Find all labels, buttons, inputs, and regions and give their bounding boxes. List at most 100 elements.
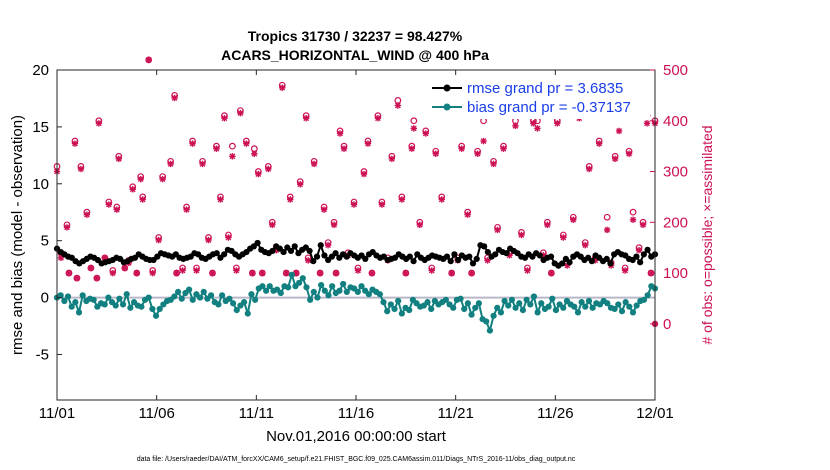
rmse-point	[603, 255, 610, 262]
obs-assimilated-stroke	[297, 181, 304, 188]
rmse-point	[332, 250, 339, 257]
obs-assimilated-point	[279, 84, 286, 91]
footer-data-file: data file: /Users/raeder/DAI/ATM_forcXX/…	[137, 456, 576, 463]
obs-assimilated-stroke	[394, 102, 401, 109]
obs-assimilated-stroke	[474, 150, 481, 157]
x-tick-label: 11/06	[138, 405, 174, 422]
chart-title-line2: ACARS_HORIZONTAL_WIND @ 400 hPa	[221, 47, 489, 63]
obs-assimilated-point	[221, 115, 228, 122]
rmse-point	[317, 242, 324, 249]
obs-assimilated-stroke	[428, 267, 435, 274]
bias-point	[288, 271, 295, 278]
bias-point	[534, 309, 541, 316]
rmse-point	[291, 243, 298, 250]
rmse-point	[443, 253, 451, 260]
obs-assimilated-point	[205, 236, 212, 244]
obs-assimilated-point	[474, 150, 481, 157]
obs-assimilated-point	[448, 269, 455, 277]
rmse-point	[536, 252, 543, 259]
obs-assimilated-stroke	[530, 120, 537, 127]
obs-assimilated-stroke	[375, 115, 381, 122]
obs-assimilated-point	[316, 269, 324, 277]
obs-assimilated-point	[173, 269, 180, 277]
rmse-point	[547, 253, 555, 260]
bias-point	[424, 299, 431, 306]
obs-assimilated-point	[490, 160, 497, 168]
obs-assimilated-stroke	[225, 234, 232, 241]
bias-point	[538, 300, 545, 307]
obs-assimilated-stroke	[570, 216, 577, 223]
bias-point	[589, 304, 596, 311]
y-tick-label-left: 10	[32, 176, 49, 193]
bias-point	[68, 303, 75, 310]
rmse-point	[280, 248, 287, 256]
legend: rmse grand pr = 3.6835 bias grand pr = -…	[428, 77, 650, 119]
bias-point	[152, 312, 160, 319]
obs-assimilated-point	[251, 150, 258, 157]
bias-point	[508, 296, 516, 303]
bias-point	[501, 297, 508, 305]
bias-point	[527, 301, 534, 308]
y-tick-label-left: 15	[32, 119, 49, 136]
obs-assimilated-stroke	[66, 270, 72, 276]
bias-point	[622, 299, 629, 306]
y-tick-label-right: 0	[663, 316, 671, 333]
obs-assimilated-point	[71, 140, 79, 147]
bias-point	[472, 304, 479, 311]
obs-assimilated-stroke	[560, 234, 567, 241]
obs-assimilated-stroke	[644, 120, 650, 127]
obs-assimilated-stroke	[333, 270, 339, 276]
obs-assimilated-stroke	[183, 206, 190, 213]
x-tick-label: 11/21	[437, 405, 473, 422]
obs-assimilated-stroke	[544, 221, 551, 228]
bias-point	[200, 288, 207, 295]
obs-assimilated-stroke	[490, 161, 497, 167]
obs-assimilated-point	[167, 160, 174, 168]
obs-assimilated-point	[225, 234, 232, 241]
obs-assimilated-point	[530, 120, 537, 127]
bias-point	[314, 294, 321, 301]
bias-point	[633, 302, 640, 309]
bias-point	[640, 296, 648, 303]
rmse-point	[310, 258, 317, 265]
obs-possible-point	[603, 213, 611, 221]
x-axis: 11/01 11/06 11/11 11/16 11/21 11/26 12/01	[39, 70, 674, 422]
obs-assimilated-point	[643, 120, 651, 127]
bias-point	[156, 305, 163, 313]
obs-assimilated-point	[611, 155, 619, 163]
obs-assimilated-stroke	[265, 166, 272, 172]
obs-assimilated-stroke	[626, 150, 632, 157]
legend-bias-marker	[443, 103, 451, 111]
obs-assimilated-stroke	[416, 221, 423, 228]
obs-assimilated-stroke	[365, 140, 371, 147]
obs-assimilated-stroke	[616, 128, 623, 134]
y-tick-label-right: 100	[663, 265, 688, 282]
obs-assimilated-point	[458, 145, 465, 152]
bias-point	[615, 301, 622, 308]
bias-point	[516, 300, 523, 307]
bias-point	[90, 296, 97, 303]
obs-assimilated-stroke	[500, 145, 507, 152]
obs-assimilated-stroke	[217, 196, 224, 203]
obs-assimilated-stroke	[518, 232, 525, 238]
bias-point	[483, 318, 490, 325]
obs-assimilated-stroke	[321, 206, 328, 213]
rmse-point	[447, 258, 454, 265]
obs-assimilated-stroke	[484, 257, 491, 264]
y-tick-label-right: 200	[663, 214, 688, 231]
rmse-point	[221, 251, 228, 258]
bias-point	[277, 289, 284, 297]
bias-point	[519, 307, 527, 314]
obs-assimilated-stroke	[355, 267, 361, 274]
obs-assimilated-point	[570, 216, 577, 223]
obs-assimilated-stroke	[193, 267, 200, 274]
obs-assimilated-point	[603, 226, 611, 234]
obs-assimilated-point	[209, 269, 216, 277]
bias-point	[178, 295, 185, 302]
bias-point	[578, 299, 585, 306]
rmse-point	[481, 243, 488, 250]
bias-point	[145, 294, 152, 301]
bias-point	[296, 279, 303, 286]
bias-point	[321, 287, 328, 294]
obs-assimilated-point	[629, 216, 637, 223]
